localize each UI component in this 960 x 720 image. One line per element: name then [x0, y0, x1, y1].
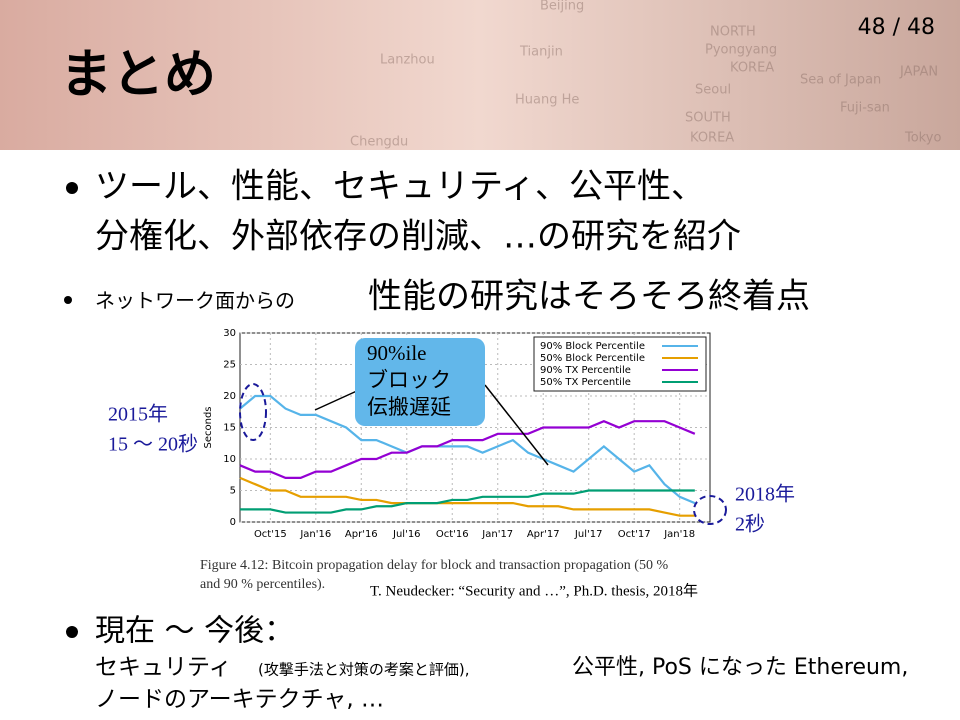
sub-text: セキュリティ — [95, 655, 232, 681]
x-tick-label: Apr'17 — [527, 529, 560, 540]
x-tick-label: Oct'15 — [254, 529, 287, 540]
bullet — [66, 182, 78, 194]
note: 15 〜 20秒 — [108, 433, 198, 456]
map-label: Pyongyang — [705, 43, 777, 58]
callout-text: 90%ile — [367, 341, 426, 365]
bullet-text: ツール、性能、セキュリティ、公平性、 — [95, 167, 705, 207]
legend-label: 90% Block Percentile — [540, 341, 645, 352]
bullet-text: 性能の研究はそろそろ終着点 — [368, 277, 810, 317]
note: 2018年 — [735, 483, 795, 506]
map-label: Sea of Japan — [800, 73, 881, 88]
map-label: Tianjin — [519, 45, 563, 60]
y-tick-label: 0 — [230, 517, 236, 528]
callout-text: 伝搬遅延 — [367, 395, 451, 419]
sub-text: ノードのアーキテクチャ, … — [95, 687, 384, 713]
series-line — [239, 420, 696, 479]
sub-text: 公平性, PoS になった Ethereum, — [572, 655, 908, 680]
map-label: KOREA — [730, 61, 774, 76]
map-label: Fuji-san — [840, 101, 890, 116]
legend-label: 90% TX Percentile — [540, 365, 631, 376]
map-label: JAPAN — [899, 65, 938, 80]
note: 2秒 — [735, 513, 765, 536]
legend-label: 50% Block Percentile — [540, 353, 645, 364]
page-number: 48 / 48 — [858, 15, 935, 40]
y-tick-label: 5 — [230, 486, 236, 497]
x-tick-label: Jul'17 — [574, 529, 603, 540]
highlight-ellipse — [239, 383, 267, 441]
y-tick-label: 15 — [223, 423, 236, 434]
figure-caption: and 90 % percentiles). — [200, 577, 325, 592]
series-line — [240, 489, 695, 514]
bullet — [66, 626, 78, 638]
citation: T. Neudecker: “Security and …”, Ph.D. th… — [370, 582, 698, 599]
chart: 0 5 10 15 20 25 30 Oct'15 Jan'16 Apr'16 Jul'16 Oct'… — [108, 328, 795, 540]
highlight-ellipse — [693, 495, 727, 525]
x-tick-label: Apr'16 — [345, 529, 378, 540]
series-line — [239, 476, 695, 517]
header-background — [0, 0, 960, 150]
map-label: Beijing — [540, 0, 584, 14]
map-label: NORTH — [710, 25, 756, 40]
x-tick-label: Jan'17 — [481, 529, 513, 540]
map-label: KOREA — [690, 131, 734, 146]
x-tick-label: Jan'16 — [299, 529, 331, 540]
x-tick-label: Jan'18 — [663, 529, 695, 540]
y-tick-label: 20 — [223, 391, 236, 402]
x-tick-label: Jul'16 — [392, 529, 421, 540]
map-labels: Beijing Tianjin Lanzhou Huang He Chengdu NORT… — [350, 0, 941, 150]
map-label: Huang He — [515, 93, 579, 108]
x-tick-label: Oct'17 — [618, 529, 651, 540]
map-label: Chengdu — [350, 135, 408, 150]
bullet — [64, 296, 72, 304]
y-tick-label: 10 — [223, 454, 236, 465]
legend-label: 50% TX Percentile — [540, 377, 631, 388]
callout-box — [355, 338, 485, 426]
slide-title: まとめ — [60, 45, 216, 105]
y-tick-label: 25 — [223, 360, 236, 371]
map-label: Lanzhou — [380, 53, 435, 68]
map-label: Seoul — [695, 83, 731, 98]
arrow — [484, 384, 549, 466]
figure-caption: Figure 4.12: Bitcoin propagation delay f… — [200, 558, 668, 573]
series-line — [239, 394, 696, 505]
sub-text-small: (攻撃手法と対策の考案と評価), — [258, 661, 469, 679]
bullet-text: 分権化、外部依存の削減、…の研究を紹介 — [95, 217, 741, 257]
bullet-text: 現在 〜 今後： — [95, 614, 294, 649]
y-tick-label: 30 — [223, 328, 236, 339]
note: 2015年 — [108, 403, 168, 426]
map-label: SOUTH — [685, 111, 731, 126]
bullet-text-small: ネットワーク面からの — [95, 289, 295, 313]
callout-text: ブロック — [367, 368, 451, 392]
map-label: Tokyo — [904, 131, 941, 146]
y-axis-label: Seconds — [203, 406, 214, 448]
x-tick-label: Oct'16 — [436, 529, 469, 540]
